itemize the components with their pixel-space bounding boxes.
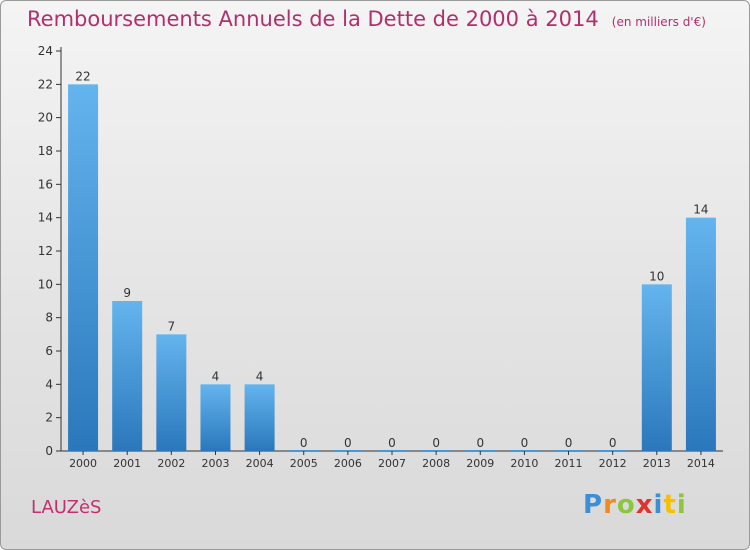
y-tick-label-20: 20 bbox=[38, 111, 53, 125]
y-tick-label-8: 8 bbox=[45, 311, 53, 325]
bar-value-2008: 0 bbox=[432, 436, 440, 450]
y-tick-label-0: 0 bbox=[45, 444, 53, 458]
bar-2011 bbox=[553, 450, 584, 451]
x-tick-label-2004: 2004 bbox=[246, 457, 274, 470]
bar-2012 bbox=[597, 450, 628, 451]
x-tick-label-2008: 2008 bbox=[422, 457, 450, 470]
bar-value-2009: 0 bbox=[476, 436, 484, 450]
x-tick-label-2001: 2001 bbox=[113, 457, 141, 470]
x-tick-label-2007: 2007 bbox=[378, 457, 406, 470]
bar-2013 bbox=[641, 284, 672, 451]
x-tick-label-2010: 2010 bbox=[510, 457, 538, 470]
y-tick-label-12: 12 bbox=[38, 244, 53, 258]
y-tick-label-24: 24 bbox=[38, 44, 53, 58]
x-tick-label-2013: 2013 bbox=[643, 457, 671, 470]
bar-2009 bbox=[465, 450, 496, 451]
bar-value-2012: 0 bbox=[609, 436, 617, 450]
x-tick-label-2014: 2014 bbox=[687, 457, 715, 470]
x-tick-label-2009: 2009 bbox=[466, 457, 494, 470]
chart-title: Remboursements Annuels de la Dette de 20… bbox=[27, 7, 599, 31]
bar-2008 bbox=[421, 450, 452, 451]
bar-2003 bbox=[200, 384, 231, 451]
commune-name: LAUZèS bbox=[31, 497, 102, 518]
bar-value-2011: 0 bbox=[565, 436, 573, 450]
bar-value-2002: 7 bbox=[168, 319, 176, 333]
bar-value-2010: 0 bbox=[521, 436, 529, 450]
bar-value-2014: 14 bbox=[693, 203, 708, 217]
y-tick-label-14: 14 bbox=[38, 211, 53, 225]
y-tick-label-10: 10 bbox=[38, 277, 53, 291]
bar-value-2001: 9 bbox=[123, 286, 131, 300]
bar-2001 bbox=[112, 301, 143, 451]
y-tick-label-18: 18 bbox=[38, 144, 53, 158]
bar-value-2000: 22 bbox=[75, 69, 90, 83]
x-tick-label-2006: 2006 bbox=[334, 457, 362, 470]
bar-2014 bbox=[685, 217, 716, 451]
bar-2005 bbox=[288, 450, 319, 451]
bar-2007 bbox=[377, 450, 407, 451]
bar-2006 bbox=[332, 450, 363, 451]
bar-2004 bbox=[244, 384, 275, 451]
bar-2000 bbox=[68, 84, 99, 451]
x-tick-label-2000: 2000 bbox=[69, 457, 97, 470]
bar-value-2005: 0 bbox=[300, 436, 308, 450]
bar-2010 bbox=[509, 450, 540, 451]
bar-value-2003: 4 bbox=[212, 369, 220, 383]
proxiti-logo: Proxiti bbox=[583, 490, 687, 520]
bar-value-2007: 0 bbox=[388, 436, 396, 450]
x-tick-label-2011: 2011 bbox=[555, 457, 583, 470]
x-tick-label-2005: 2005 bbox=[290, 457, 318, 470]
x-tick-label-2012: 2012 bbox=[599, 457, 627, 470]
bar-value-2013: 10 bbox=[649, 269, 664, 283]
bar-2002 bbox=[156, 334, 187, 451]
bar-value-2004: 4 bbox=[256, 369, 264, 383]
chart-unit: (en milliers d'€) bbox=[611, 15, 706, 29]
y-tick-label-2: 2 bbox=[45, 411, 53, 425]
x-tick-label-2002: 2002 bbox=[157, 457, 185, 470]
chart-title-block: Remboursements Annuels de la Dette de 20… bbox=[27, 7, 706, 31]
bar-value-2006: 0 bbox=[344, 436, 352, 450]
y-tick-label-4: 4 bbox=[45, 377, 53, 391]
x-tick-label-2003: 2003 bbox=[201, 457, 229, 470]
y-tick-label-16: 16 bbox=[38, 177, 53, 191]
y-tick-label-22: 22 bbox=[38, 77, 53, 91]
y-tick-label-6: 6 bbox=[45, 344, 53, 358]
